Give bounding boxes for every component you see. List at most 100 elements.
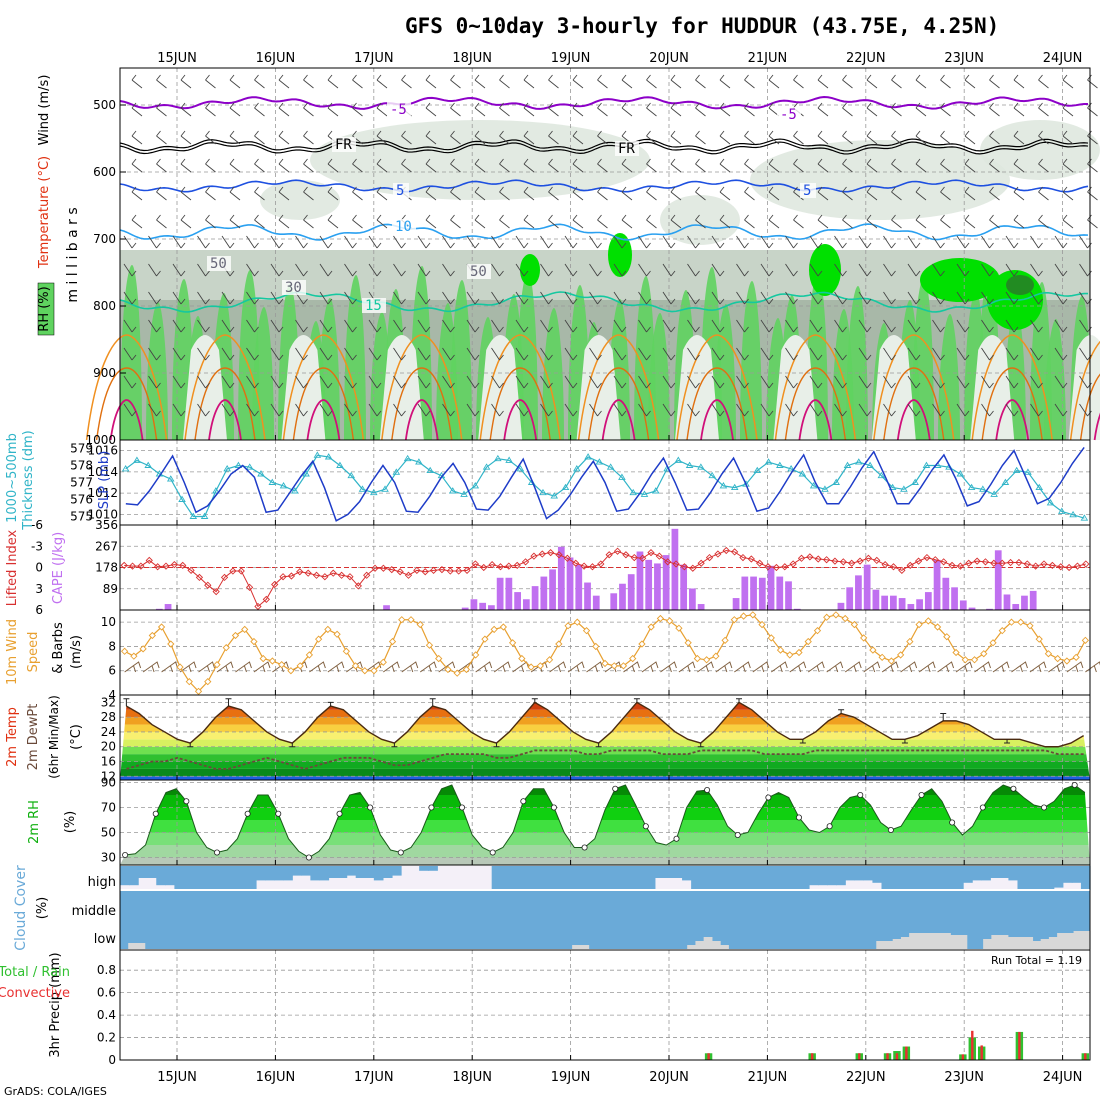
upper-wind-barb [540, 319, 553, 333]
wind-speed-marker [241, 625, 249, 634]
cape-bar [741, 576, 749, 610]
dry-tongue [871, 335, 916, 440]
cloud-high-bar [210, 866, 221, 890]
lifted-index-marker [689, 564, 697, 572]
cloud-low-bar [933, 933, 943, 949]
upper-wind-barb [834, 375, 847, 389]
thickness-marker [730, 483, 739, 491]
dry-tongue [675, 335, 719, 440]
upper-wind-barb [915, 214, 927, 229]
wind-speed-marker [1072, 653, 1080, 661]
contour-25 [686, 367, 748, 441]
upper-wind-barb [817, 186, 829, 201]
upper-wind-barb [785, 235, 798, 249]
wind-speed-marker [952, 648, 960, 657]
rh2m-axis-label-b: (%) [63, 811, 78, 834]
cloud-high-bar [1035, 866, 1046, 890]
upper-wind-barb [548, 186, 559, 201]
wind-speed-marker [702, 656, 711, 664]
upper-wind-barb [123, 235, 137, 249]
upper-wind-barb [1062, 158, 1074, 173]
wind-speed-marker [518, 654, 526, 663]
thickness-marker [403, 454, 412, 462]
wind-barb [752, 661, 770, 673]
contour-20 [873, 334, 955, 441]
wind-speed-marker [592, 642, 600, 651]
upper-wind-barb [768, 214, 780, 229]
pressure-tick-label: 600 [93, 165, 116, 179]
cloud-low-bar [703, 937, 713, 949]
cape-bar [522, 599, 530, 610]
upper-wind-barb [303, 130, 314, 145]
cloud-high-bar [201, 866, 212, 890]
lifted-index-marker [446, 567, 454, 575]
rh-marker [1071, 782, 1078, 789]
upper-wind-barb [613, 347, 627, 361]
rh-green-plume [938, 314, 960, 440]
lifted-index-marker [220, 573, 229, 582]
upper-wind-barb [278, 214, 290, 229]
cloud-high-bar [935, 866, 946, 890]
wind-barb [253, 661, 271, 673]
upper-wind-barb [442, 235, 455, 249]
contour-freezing-2 [119, 141, 1089, 155]
rh-marker [336, 810, 343, 817]
upper-wind-barb [1013, 214, 1025, 229]
upper-wind-barb [981, 403, 994, 417]
upper-wind-barb [270, 291, 284, 305]
thickness-marker [189, 512, 198, 519]
precip-panel-frame [119, 949, 1091, 1061]
cloud-high-bar [292, 866, 302, 876]
tmin-errorbar [697, 743, 704, 748]
wind-barb [512, 661, 530, 673]
wind-barb [1029, 661, 1047, 673]
upper-wind-barb [278, 102, 290, 117]
wind-barb [974, 661, 991, 673]
upper-wind-barb [932, 235, 945, 249]
dry-tongue [576, 335, 621, 440]
upper-wind-barb [695, 214, 706, 229]
upper-wind-barb [866, 158, 878, 173]
rh-green-plume [912, 277, 934, 440]
cloud-low-bar [687, 945, 697, 949]
upper-wind-barb [891, 186, 902, 201]
wind-speed-marker [656, 614, 665, 623]
thickness-axis-label-b: Thickness (dm) [21, 430, 36, 530]
cloud-low-label: low [94, 932, 117, 947]
lifted-index-marker [212, 587, 220, 596]
upper-wind-barb [719, 214, 731, 229]
lifted-index-marker [179, 561, 187, 570]
upper-wind-barb [474, 74, 486, 89]
tmax-errorbar [225, 698, 232, 707]
cloud-high-bar [981, 866, 991, 881]
cape-bar [907, 604, 915, 610]
rh-marker [1010, 785, 1017, 792]
rh-green-plume [516, 271, 538, 440]
lifted-index-marker [647, 548, 655, 557]
lifted-index-marker [822, 556, 831, 564]
temperature-axis-label: Temperature (°C) [37, 156, 52, 269]
contour-20 [282, 334, 365, 441]
cloud-low-bar [1016, 937, 1025, 949]
cape-bar [951, 587, 958, 610]
upper-wind-barb [597, 214, 608, 229]
cape-bar [531, 586, 539, 610]
upper-wind-barb [368, 319, 382, 333]
thickness-marker [415, 458, 423, 465]
rh-marker [734, 832, 741, 839]
upper-wind-barb [670, 158, 682, 173]
cloud-high-bar [246, 866, 257, 890]
cloud-high-bar [237, 866, 248, 890]
upper-wind-barb [940, 74, 951, 89]
cloud-low-bar [1048, 937, 1058, 949]
precip-tick-label: 0.8 [97, 963, 116, 977]
upper-wind-barb [793, 130, 804, 145]
upper-wind-barb [368, 375, 382, 389]
upper-wind-barb [197, 235, 210, 249]
upper-wind-barb [1030, 263, 1043, 277]
upper-wind-barb [148, 263, 161, 277]
cloud-high-bar [228, 866, 239, 890]
upper-wind-barb [883, 235, 896, 249]
thickness-axis-label-a: 1000~500mb [5, 433, 20, 523]
wind-speed-marker [527, 663, 535, 671]
